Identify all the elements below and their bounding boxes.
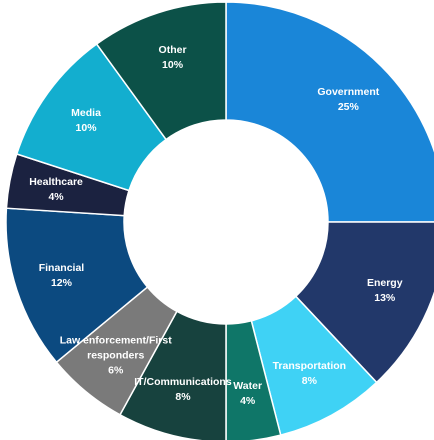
slice-category-other: Other — [159, 44, 187, 56]
slice-category-transportation: Transportation — [273, 360, 347, 372]
slices-group — [5, 1, 434, 440]
slice-category-financial: Financial — [39, 262, 85, 274]
slice-percent-transportation: 8% — [302, 375, 318, 387]
slice-energy — [294, 221, 434, 384]
slice-label-financial: Financial 12% — [39, 262, 85, 289]
slice-label-water: Water 4% — [233, 380, 262, 407]
slice-percent-media: 10% — [76, 122, 98, 134]
slice-percent-financial: 12% — [51, 277, 73, 289]
slice-category-law-enforcement-first-responders: responders — [87, 349, 144, 361]
labels-group: Government 25% Energy 13% Transportation 8% Wa… — [29, 44, 403, 407]
slice-label-it-communications: IT/Communications 8% — [134, 376, 232, 403]
slice-percent-other: 10% — [162, 59, 184, 71]
slice-label-healthcare: Healthcare 4% — [29, 176, 83, 203]
slice-government — [225, 1, 434, 223]
slice-other — [95, 1, 227, 141]
slice-percent-law-enforcement-first-responders: 6% — [108, 364, 124, 376]
slice-label-energy: Energy 13% — [367, 277, 403, 304]
slice-category-law-enforcement-first-responders: Law enforcement/First — [60, 334, 173, 346]
slice-label-law-enforcement-first-responders: Law enforcement/First responders 6% — [60, 334, 173, 376]
slice-category-it-communications: IT/Communications — [134, 376, 232, 388]
slice-percent-energy: 13% — [374, 292, 396, 304]
slice-category-healthcare: Healthcare — [29, 176, 83, 188]
slice-label-transportation: Transportation 8% — [273, 360, 347, 387]
slice-label-media: Media 10% — [71, 107, 101, 134]
slice-category-media: Media — [71, 107, 101, 119]
slice-percent-government: 25% — [338, 101, 360, 113]
slice-category-energy: Energy — [367, 277, 403, 289]
slice-category-government: Government — [317, 86, 379, 98]
slice-percent-water: 4% — [240, 395, 256, 407]
slice-category-water: Water — [233, 380, 262, 392]
slice-percent-healthcare: 4% — [48, 191, 64, 203]
slice-label-government: Government 25% — [317, 86, 379, 113]
slice-label-other: Other 10% — [159, 44, 187, 71]
slice-percent-it-communications: 8% — [175, 391, 191, 403]
